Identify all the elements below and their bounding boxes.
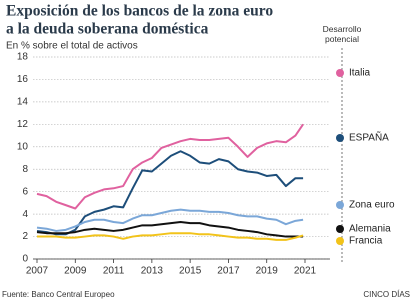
y-tick-label: 18 [17, 52, 29, 63]
y-tick-label: 0 [22, 254, 28, 265]
legend-label: Italia [349, 68, 371, 79]
chart-title: Exposición de los bancos de la zona euro [6, 3, 273, 20]
source: Fuente: Banco Central Europeo [2, 290, 115, 299]
legend-label: Alemania [349, 224, 391, 235]
x-tick-label: 2011 [103, 266, 125, 277]
y-tick-label: 2 [22, 231, 28, 242]
x-tick-label: 2013 [141, 266, 164, 277]
legend-marker [336, 69, 344, 77]
chart-subtitle: En % sobre el total de activos [6, 41, 138, 52]
legend-marker [336, 201, 344, 209]
x-tick-label: 2017 [217, 266, 240, 277]
y-tick-label: 12 [17, 119, 29, 130]
legend-label: Zona euro [349, 200, 395, 211]
y-tick-label: 8 [22, 164, 28, 175]
series-line [37, 232, 304, 241]
y-tick-label: 10 [17, 141, 29, 152]
series-line [36, 220, 304, 238]
y-tick-label: 14 [17, 97, 29, 108]
y-tick-label: 6 [22, 186, 28, 197]
chart-title: a la deuda soberana doméstica [6, 21, 209, 38]
y-tick-label: 16 [17, 74, 29, 85]
legend-title: Desarrollo potencial [322, 24, 362, 44]
series-line [36, 208, 304, 232]
x-tick-label: 2021 [294, 266, 317, 277]
legend-marker [336, 134, 344, 142]
series-line [36, 150, 304, 236]
legend-label: Francia [349, 236, 383, 247]
x-tick-label: 2009 [64, 266, 87, 277]
x-tick-label: 2015 [179, 266, 202, 277]
legend-marker [336, 237, 344, 245]
x-tick-label: 2019 [256, 266, 279, 277]
x-tick-label: 2007 [26, 266, 49, 277]
legend-marker [336, 225, 344, 233]
legend-label: ESPAÑA [349, 131, 389, 144]
series-line [36, 123, 304, 210]
y-tick-label: 4 [22, 209, 28, 220]
credit: CINCO DÍAS [363, 290, 410, 299]
